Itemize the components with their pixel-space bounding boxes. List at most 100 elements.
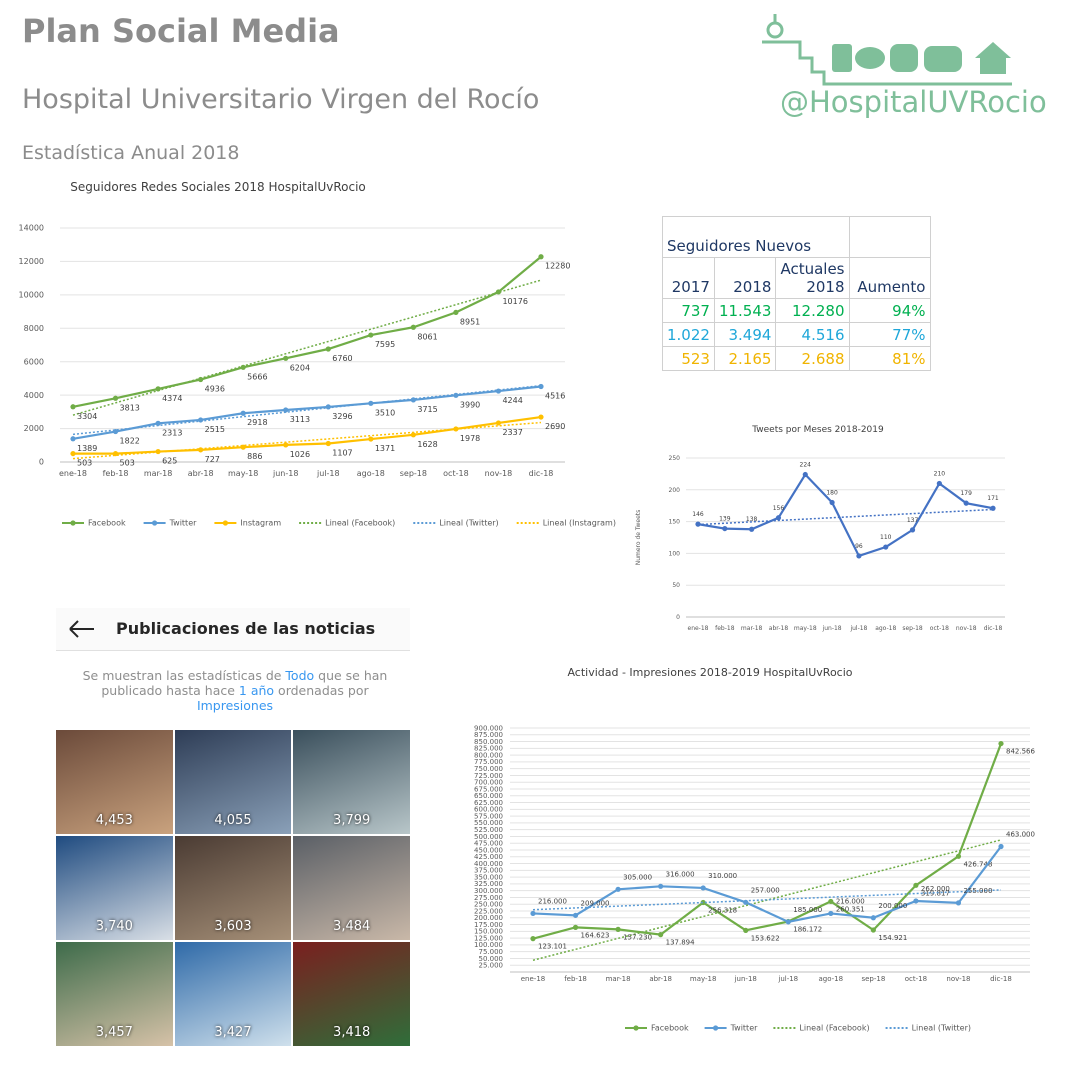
y-tick-label: 375.000 xyxy=(474,867,503,875)
legend-marker xyxy=(70,520,76,526)
data-label: 257.000 xyxy=(751,886,780,894)
data-point xyxy=(743,899,749,905)
y-tick-label: 25.000 xyxy=(479,962,504,970)
post-tile[interactable]: 3,799 xyxy=(293,730,410,834)
table-cell: 81% xyxy=(848,346,931,371)
x-tick-label: sep-18 xyxy=(902,625,923,632)
y-tick-label: 700.000 xyxy=(474,779,503,787)
data-label: 319.817 xyxy=(921,889,950,897)
x-tick-label: nov-18 xyxy=(485,469,513,478)
data-point xyxy=(955,853,962,859)
icon-youtube xyxy=(924,46,962,72)
data-point xyxy=(283,407,289,413)
data-point xyxy=(410,397,416,403)
logo xyxy=(762,14,1012,86)
y-tick-label: 12000 xyxy=(19,257,44,266)
post-tile[interactable]: 4,453 xyxy=(56,730,173,834)
post-tile[interactable]: 3,427 xyxy=(174,942,292,1046)
post-tile[interactable]: 4,055 xyxy=(174,730,292,834)
data-point xyxy=(495,289,502,295)
x-tick-label: nov-18 xyxy=(956,625,977,632)
data-label: 1978 xyxy=(460,434,480,443)
post-tile[interactable]: 3,484 xyxy=(293,836,410,940)
data-label: 842.566 xyxy=(1006,748,1035,756)
data-label: 180 xyxy=(826,490,838,497)
data-label: 2918 xyxy=(247,418,267,427)
data-point xyxy=(870,915,876,921)
data-point xyxy=(936,480,942,487)
data-point xyxy=(325,346,331,352)
description-text: Se muestran las estadísticas de xyxy=(82,668,286,683)
chart-title: Actividad - Impresiones 2018-2019 Hospit… xyxy=(567,666,852,679)
x-tick-label: may-18 xyxy=(794,625,817,632)
post-tile[interactable]: 3,418 xyxy=(293,942,410,1046)
post-tile[interactable]: 3,457 xyxy=(56,942,173,1046)
data-label: 153.622 xyxy=(751,934,780,942)
data-point xyxy=(615,926,621,932)
y-tick-label: 650.000 xyxy=(474,792,503,800)
table-cell: 94% xyxy=(848,298,931,323)
x-tick-label: mar-18 xyxy=(144,469,173,478)
data-point xyxy=(198,447,204,453)
y-tick-label: 225.000 xyxy=(474,907,503,915)
y-tick-label: 350.000 xyxy=(474,873,503,881)
x-tick-label: nov-18 xyxy=(946,975,970,983)
instagram-title: Publicaciones de las noticias xyxy=(116,619,376,638)
data-point xyxy=(538,383,544,390)
post-tile[interactable]: 3,603 xyxy=(174,836,292,940)
data-label: 4374 xyxy=(162,394,182,403)
data-label: 4936 xyxy=(205,384,225,393)
y-tick-label: 100 xyxy=(669,550,681,557)
data-label: 138 xyxy=(746,516,758,523)
table-body: Seguidores Nuevos 2017 2018 Actuales 2018 Au… xyxy=(662,216,931,371)
instagram-header: Publicaciones de las noticias xyxy=(56,608,410,651)
post-impressions: 3,457 xyxy=(95,1025,133,1040)
data-label: 2337 xyxy=(502,428,522,437)
x-tick-label: feb-18 xyxy=(564,975,587,983)
legend-marker xyxy=(222,520,229,526)
legend-label: Lineal (Facebook) xyxy=(325,519,395,528)
x-tick-label: sep-18 xyxy=(400,469,427,478)
back-arrow[interactable] xyxy=(64,608,104,650)
y-tick-label: 125.000 xyxy=(474,934,503,942)
page-subtitle: Hospital Universitario Virgen del Rocío xyxy=(22,84,540,115)
legend-label: Lineal (Facebook) xyxy=(799,1024,869,1033)
data-point xyxy=(453,309,459,315)
data-label: 5666 xyxy=(247,372,267,381)
y-tick-label: 100.000 xyxy=(474,941,503,949)
description-text: que se han publicado hasta hace xyxy=(101,668,388,698)
x-tick-label: jul-18 xyxy=(849,625,867,632)
data-label: 186.172 xyxy=(793,926,822,934)
data-point xyxy=(530,910,536,917)
data-label: 137.894 xyxy=(666,939,695,947)
data-label: 3813 xyxy=(120,403,140,412)
y-tick-label: 150.000 xyxy=(474,928,503,936)
column-header: Actuales 2018 xyxy=(775,257,850,299)
data-point xyxy=(325,440,331,447)
page-title: Plan Social Media xyxy=(22,12,340,50)
data-point xyxy=(70,436,76,442)
data-point xyxy=(955,900,962,906)
y-tick-label: 550.000 xyxy=(474,819,503,827)
y-tick-label: 8000 xyxy=(24,324,44,333)
y-tick-label: 425.000 xyxy=(474,853,503,861)
y-tick-label: 250.000 xyxy=(474,901,503,909)
data-point xyxy=(112,395,119,401)
data-point xyxy=(70,450,76,457)
post-tile[interactable]: 3,740 xyxy=(56,836,173,940)
data-label: 3510 xyxy=(375,408,395,417)
trend-line xyxy=(532,839,1002,961)
y-tick-label: 500.000 xyxy=(474,833,503,841)
y-tick-label: 75.000 xyxy=(479,948,504,956)
table-title: Seguidores Nuevos xyxy=(662,216,849,258)
data-point xyxy=(998,843,1004,850)
data-label: 2690 xyxy=(545,422,565,431)
data-point xyxy=(368,400,374,406)
y-tick-label: 750.000 xyxy=(474,765,503,773)
data-point xyxy=(112,428,119,435)
data-point xyxy=(749,526,755,532)
description-link: Impresiones xyxy=(196,698,274,713)
y-tick-label: 250 xyxy=(669,455,681,462)
data-label: 262.000 xyxy=(921,885,950,893)
data-label: 154.921 xyxy=(878,934,907,942)
